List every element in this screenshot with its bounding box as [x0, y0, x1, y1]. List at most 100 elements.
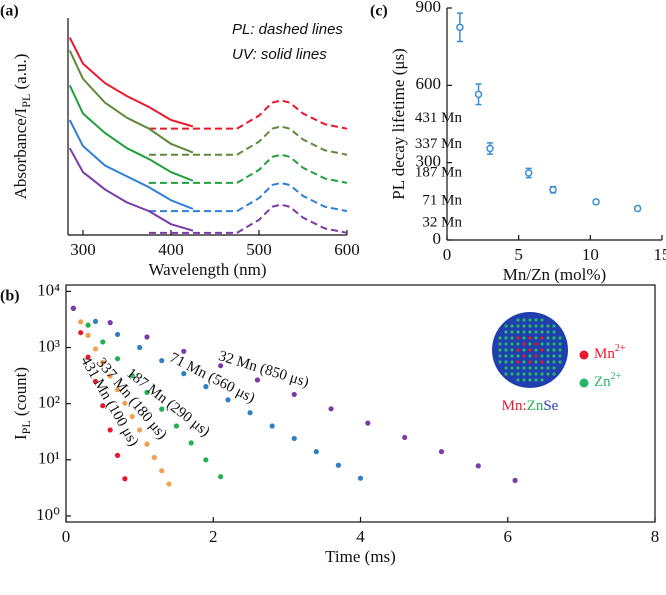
data-point	[188, 440, 194, 446]
inset-atom	[546, 324, 550, 328]
inset-atom	[540, 342, 544, 346]
inset-atom	[510, 348, 514, 352]
inset-atom	[522, 330, 526, 334]
x-tick-label: 0	[443, 245, 452, 264]
data-point	[114, 331, 121, 338]
inset-atom	[558, 336, 562, 340]
inset-atom	[510, 330, 514, 334]
inset-atom	[558, 360, 562, 364]
inset-atom	[522, 348, 526, 352]
data-point	[456, 23, 464, 32]
data-point	[107, 373, 113, 379]
inset-atom	[498, 336, 502, 340]
inset-atom	[516, 342, 520, 346]
inset-formula: Mn:ZnSe	[502, 398, 559, 414]
data-point	[313, 449, 319, 455]
inset-atom	[552, 330, 556, 334]
data-point	[159, 357, 165, 364]
legend-text: Mn	[594, 346, 615, 362]
data-point	[218, 474, 224, 480]
inset-atom	[552, 354, 556, 358]
inset-atom	[552, 360, 556, 364]
data-point	[85, 354, 91, 360]
y-tick-label: 0	[433, 229, 442, 248]
inset-atom	[516, 354, 520, 358]
inset-atom	[504, 342, 508, 346]
data-point	[254, 377, 261, 383]
inset-atom	[534, 336, 538, 340]
inset-atom	[510, 366, 514, 370]
inset-atom	[534, 330, 538, 334]
inset-atom	[510, 324, 514, 328]
data-point	[92, 318, 99, 324]
inset-atom	[528, 318, 532, 322]
legend-text: Zn	[594, 374, 611, 390]
x-tick-label: 10	[582, 245, 599, 264]
data-point	[129, 413, 135, 420]
data-point	[151, 454, 157, 461]
x-tick-label: 600	[334, 240, 360, 259]
y-axis-label: Absorbance/IPL (a.u.)	[11, 54, 33, 200]
inset-atom	[534, 378, 538, 382]
y-label-main: I	[11, 434, 30, 440]
legend-marker	[579, 350, 589, 360]
data-point	[475, 463, 481, 469]
x-tick-label: 300	[70, 240, 96, 259]
data-point	[144, 389, 150, 395]
data-point	[114, 452, 121, 458]
x-tick-label: 2	[209, 527, 218, 546]
legend-sup: 2+	[615, 343, 626, 354]
inset-atom	[516, 318, 520, 322]
data-point	[328, 406, 334, 412]
inset-atom	[522, 342, 526, 346]
x-axis-label: Wavelength (nm)	[148, 260, 266, 279]
y-label-end: (count)	[11, 367, 30, 420]
data-point	[92, 346, 99, 352]
inset-atom	[498, 348, 502, 352]
inset-atom	[516, 348, 520, 352]
y-tick-label: 10³	[38, 336, 60, 355]
data-point	[247, 410, 253, 416]
inset-atom	[510, 360, 514, 364]
plot-frame	[65, 284, 656, 523]
inset-atom	[534, 342, 538, 346]
y-axis-label: IPL (count)	[11, 367, 33, 440]
y-label-sub: PL	[19, 420, 33, 434]
data-point	[549, 185, 557, 194]
data-point	[100, 359, 106, 366]
inset-atom	[516, 336, 520, 340]
data-point	[144, 441, 150, 447]
inset-atom	[516, 330, 520, 334]
panel-label: (a)	[0, 3, 19, 20]
series-label: 337 Mn	[415, 136, 463, 152]
data-point	[100, 403, 106, 409]
data-point	[181, 371, 187, 377]
x-axis-label: Mn/Zn (mol%)	[503, 265, 606, 284]
x-tick-label: 4	[356, 527, 365, 546]
legend-marker	[579, 378, 589, 388]
data-point	[357, 475, 364, 481]
y-tick-label: 10¹	[38, 449, 60, 468]
y-tick-label: 10⁴	[37, 280, 60, 299]
data-point	[137, 427, 143, 433]
inset-atom	[516, 324, 520, 328]
inset-atom	[498, 342, 502, 346]
annotation: UV: solid lines	[232, 46, 327, 63]
inset-atom	[534, 318, 538, 322]
inset-atom	[504, 336, 508, 340]
pl-line	[148, 203, 348, 234]
data-point	[92, 378, 99, 385]
inset-atom	[528, 360, 532, 364]
data-point	[85, 332, 91, 338]
data-point	[107, 320, 113, 326]
inset-atom	[522, 318, 526, 322]
inset-atom	[534, 360, 538, 364]
data-point	[438, 449, 445, 455]
inset-atom	[552, 342, 556, 346]
data-point	[203, 457, 209, 463]
inset-atom	[552, 372, 556, 376]
series-label: 32 Mn	[422, 214, 462, 230]
inset-atom	[552, 366, 556, 370]
data-point	[129, 372, 135, 379]
data-point	[122, 476, 128, 482]
